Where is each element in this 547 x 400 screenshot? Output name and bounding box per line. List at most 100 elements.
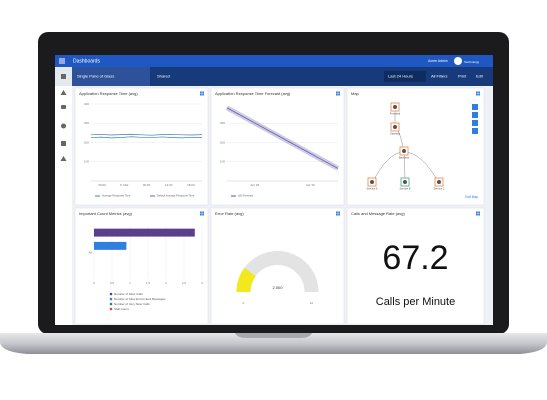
legend-label: Default Average Response Time [157, 194, 195, 198]
filters-button[interactable]: All Filters [431, 74, 447, 79]
x-tick-label: 1 [129, 281, 131, 285]
panel-menu-icon[interactable] [200, 93, 202, 96]
menu-icon[interactable] [59, 58, 65, 64]
legend-label: Number of Slow Calls [114, 292, 143, 296]
dashboard-name: Single Pane of Glass [77, 74, 114, 79]
category-label: All [89, 250, 93, 254]
panel-menu-icon[interactable] [200, 213, 202, 216]
panel-title: Application Response Time Forecast (avg) [215, 91, 291, 96]
panel-menu-icon[interactable] [476, 91, 478, 94]
sidebar [55, 67, 72, 325]
panel-menu-icon[interactable] [336, 211, 338, 214]
map-node-icon [370, 180, 374, 184]
map-node-label: Gateway [390, 132, 401, 136]
panel-menu-icon[interactable] [202, 91, 204, 94]
laptop-notch [235, 333, 312, 338]
x-tick-label: 2.5 [182, 281, 187, 285]
panel-menu-icon[interactable] [476, 93, 478, 96]
dashboard-select[interactable] [72, 67, 150, 86]
panel [210, 207, 345, 325]
x-tick-label: Apr 30 [306, 183, 315, 187]
x-tick-label: 0.5 [110, 281, 115, 285]
user-menu[interactable]: Acme Admin [428, 59, 448, 63]
map-node-icon [403, 180, 407, 184]
time-range[interactable]: Last 24 Hours [388, 74, 413, 79]
big-number: 67.2 [382, 239, 448, 277]
series-line [90, 136, 203, 139]
y-tick-label: 100 [220, 160, 225, 164]
top-bar [55, 55, 493, 67]
zoom-button[interactable] [472, 112, 478, 118]
gauge-min: 0 [243, 301, 245, 305]
legend-swatch [109, 292, 113, 296]
map-node-icon [393, 125, 397, 129]
panel-menu-icon[interactable] [202, 211, 204, 214]
map-node-label: Service C [433, 187, 444, 191]
panel-menu-icon[interactable] [476, 213, 478, 216]
panel-title: Map [351, 91, 360, 96]
panel-menu-icon[interactable] [336, 93, 338, 96]
map-node-label: Frontend [390, 112, 401, 116]
panel-title: Important Count Metrics (avg) [79, 211, 133, 216]
bar [94, 228, 195, 237]
x-tick-label: 12:00 [165, 183, 173, 187]
map-node-label: Service A [367, 187, 378, 191]
panel-title: Error Rate (avg) [215, 211, 244, 216]
x-tick-label: 00:00 [98, 183, 106, 187]
bar [94, 241, 127, 250]
panel-menu-icon[interactable] [336, 91, 338, 94]
print-button[interactable]: Print [458, 74, 467, 79]
legend-swatch [109, 302, 113, 306]
map-node-label: Backend [399, 156, 410, 160]
toolbar [55, 67, 493, 86]
panel-menu-icon[interactable] [478, 211, 480, 214]
map-node-icon [437, 180, 441, 184]
sidebar-icons[interactable] [60, 74, 67, 161]
panel-menu-icon[interactable] [200, 211, 202, 214]
y-tick-label: 200 [220, 140, 225, 144]
panel-menu-icon[interactable] [476, 211, 478, 214]
y-tick-label: 100 [84, 160, 89, 164]
panel-menu-icon[interactable] [338, 93, 340, 96]
panel [346, 207, 485, 325]
panel-menu-icon[interactable] [338, 213, 340, 216]
big-number-unit: Calls per Minute [376, 296, 455, 308]
panel-menu-icon[interactable] [478, 91, 480, 94]
panels: Application Response Time (avg)100200300… [74, 87, 485, 325]
panel-menu-icon[interactable] [202, 93, 204, 96]
x-tick-label: 18:00 [187, 183, 195, 187]
laptop-base [0, 333, 547, 354]
panel-title: Calls and Message Rate (avg) [351, 211, 405, 216]
panel-menu-icon[interactable] [478, 213, 480, 216]
app-title: Dashboards [73, 58, 100, 64]
panel-menu-icon[interactable] [200, 91, 202, 94]
panel-menu-icon[interactable] [336, 213, 338, 216]
zoom-button[interactable] [472, 120, 478, 126]
x-tick-label: 06:00 [143, 183, 151, 187]
map-node-icon [393, 105, 397, 109]
panel-menu-icon[interactable] [338, 211, 340, 214]
y-tick-label: 300 [220, 121, 225, 125]
series-line [226, 107, 339, 169]
time-range-box[interactable] [384, 71, 426, 82]
zoom-button[interactable] [472, 104, 478, 110]
x-tick-label: 2 [165, 281, 167, 285]
legend-label: p50 Forecast [238, 194, 253, 198]
gauge-max: 10 [310, 301, 314, 305]
panel-menu-icon[interactable] [338, 91, 340, 94]
series-line [90, 133, 203, 136]
legend-label: Stall Count [114, 307, 129, 311]
y-tick-label: 200 [84, 140, 89, 144]
brand-name: Technology [464, 60, 480, 64]
edit-map-link[interactable]: Edit Map [465, 195, 478, 199]
panel-menu-icon[interactable] [202, 213, 204, 216]
edit-button[interactable]: Edit [476, 74, 484, 79]
panel-menu-icon[interactable] [478, 93, 480, 96]
shared-button[interactable]: Shared [157, 74, 170, 79]
x-tick-label: 3 [201, 281, 203, 285]
x-tick-label: 1.5 [146, 281, 151, 285]
gauge-value [236, 267, 256, 293]
x-tick-label: 0 [93, 281, 95, 285]
zoom-button[interactable] [472, 128, 478, 134]
